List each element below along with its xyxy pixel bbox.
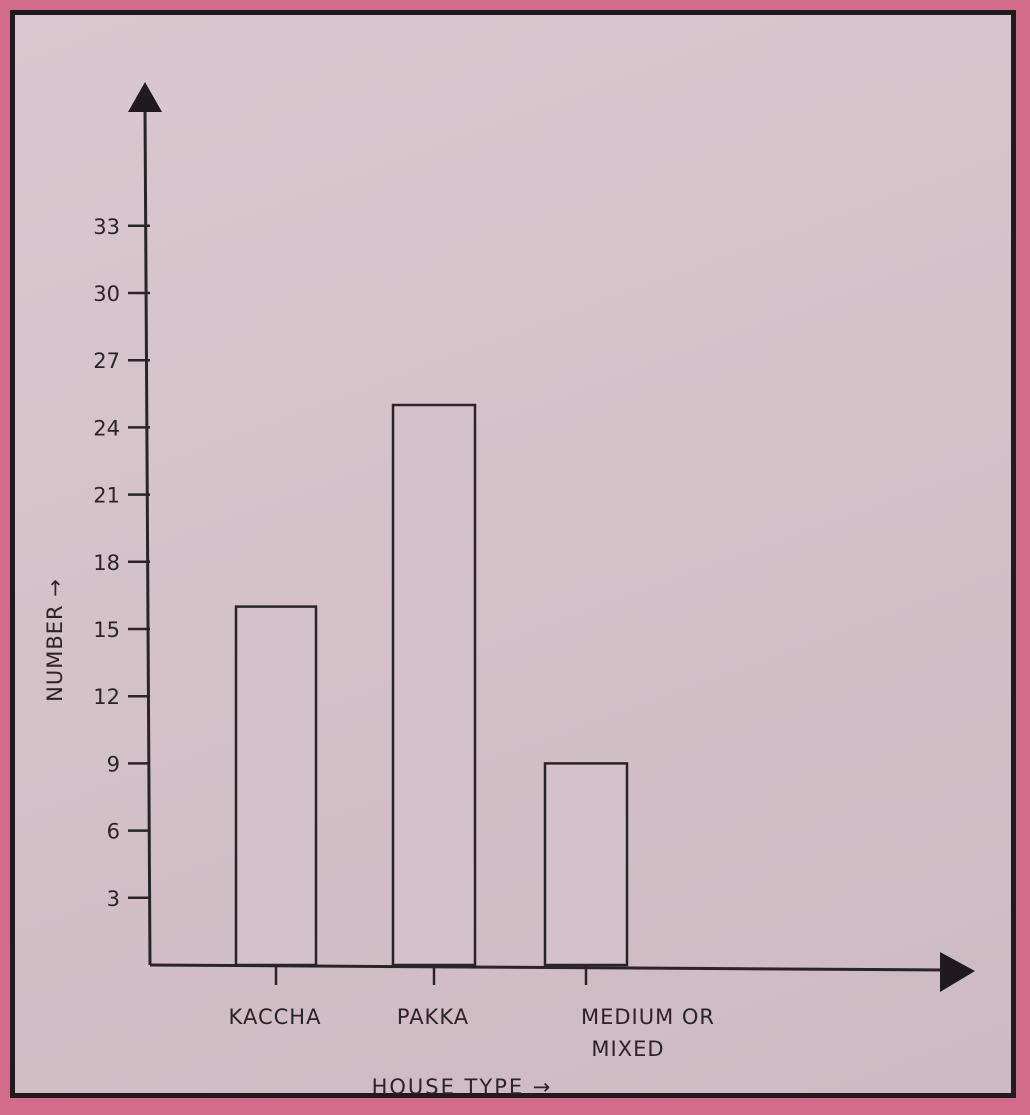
y-ticks: 3 6 9 12 15 18 21 24 27 30 33 [93, 215, 150, 911]
x-tick-label: MEDIUM OR [581, 1005, 715, 1029]
x-tick-label: MIXED [591, 1037, 664, 1061]
x-tick-label: KACCHA [229, 1005, 322, 1029]
paper-sheet [10, 10, 1016, 1098]
y-tick-label: 12 [93, 685, 120, 709]
y-tick-label: 18 [93, 551, 120, 575]
y-tick-label: 3 [107, 887, 120, 911]
y-tick-label: 15 [93, 618, 120, 642]
y-tick-label: 27 [93, 349, 120, 373]
y-axis [143, 107, 152, 966]
y-tick-label: 33 [93, 215, 120, 239]
bar-medium-or-mixed [543, 762, 629, 967]
bar-pakka [391, 403, 477, 967]
x-axis-label: HOUSE TYPE → [372, 1075, 553, 1099]
y-tick-label: 21 [93, 484, 120, 508]
y-tick-label: 9 [107, 752, 120, 776]
x-ticks: KACCHA PAKKA MEDIUM OR MIXED [229, 965, 715, 1061]
x-axis-arrowhead [940, 952, 975, 992]
y-tick-label: 24 [93, 416, 120, 440]
bar-kaccha [234, 605, 318, 967]
y-axis-label: NUMBER → [43, 578, 67, 702]
y-tick-label: 6 [107, 820, 120, 844]
y-tick-label: 30 [93, 282, 120, 306]
bars [234, 403, 629, 967]
y-axis-arrowhead [128, 82, 162, 112]
x-tick-label: PAKKA [397, 1005, 469, 1029]
